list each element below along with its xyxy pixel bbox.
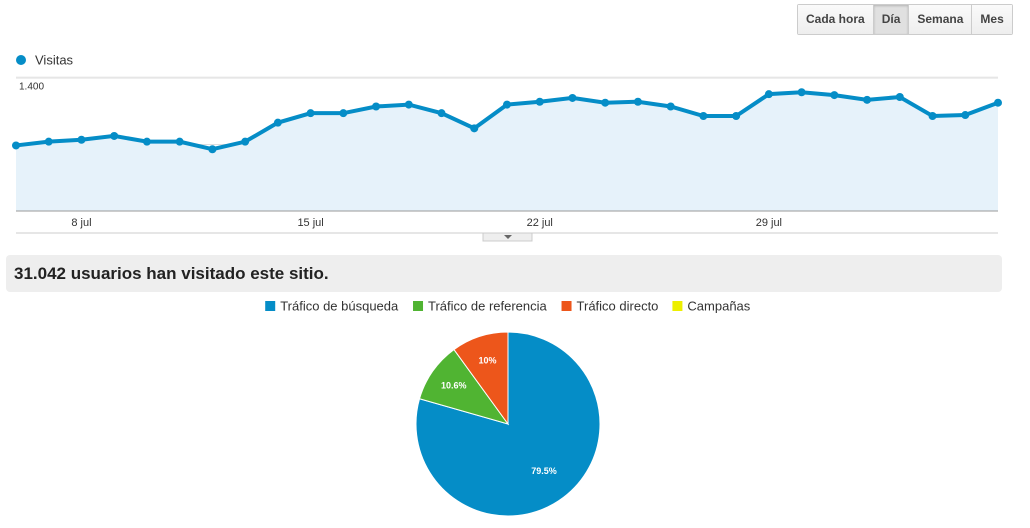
point [339,109,348,118]
x-tick-label: 8 jul [71,217,91,229]
point [666,102,675,111]
point [961,111,970,120]
range-buttons: Cada hora Día Semana Mes [797,4,1013,35]
range-button[interactable]: Día [872,5,909,34]
point [732,112,741,120]
point [208,145,217,154]
x-tick-label: 29 jul [756,217,782,229]
point [77,135,86,144]
point [44,137,53,146]
legend-label: Tráfico de referencia [428,298,548,313]
legend-label: Campañas [687,298,750,313]
legend-item: Tráfico directo [561,298,659,313]
area [16,92,998,211]
point [830,91,839,100]
point [797,88,806,97]
legend-marker [16,55,26,65]
point [601,98,610,107]
point [142,137,151,146]
slice-label: 10.6% [441,380,467,390]
slice-label: 10% [479,355,497,365]
legend-swatch [561,301,572,311]
point [895,93,904,101]
range-button[interactable]: Cada hora [798,5,873,34]
point [568,93,577,102]
range-button[interactable]: Mes [971,5,1012,34]
legend-item: Tráfico de referencia [413,298,548,313]
point [503,100,511,109]
point [175,137,184,146]
point [437,109,446,118]
point [633,97,642,106]
legend-label: Tráfico de búsqueda [280,298,399,313]
toggle-arrow [504,235,512,239]
point [241,137,250,146]
pie-chart: Tráfico de búsqueda Tráfico de referencia… [265,298,751,517]
headline: 31.042 usuarios han visitado este sitio. [6,255,1002,292]
x-tick-label: 15 jul [297,217,323,229]
point [699,112,708,120]
point [12,141,20,150]
point [306,109,315,118]
point [764,90,773,99]
slice-label: 79.5% [531,466,557,476]
point [470,124,479,133]
legend-swatch [672,301,683,311]
legend-swatch [413,301,424,311]
point [535,97,544,106]
point [928,112,937,120]
point [404,100,413,109]
point [273,118,282,127]
point [994,98,1002,107]
point [110,131,119,140]
legend-swatch [265,301,276,311]
pie-slice [453,331,509,426]
legend-label: Tráfico directo [577,298,659,313]
point [863,95,872,104]
legend-item: Campañas [672,298,751,313]
legend-label: Visitas [35,52,74,67]
legend-item: Tráfico de búsqueda [265,298,399,313]
x-tick-label: 22 jul [527,217,553,229]
point [372,102,381,111]
range-button[interactable]: Semana [908,5,972,34]
pie-slice [415,331,601,517]
y-tick-label: 1.400 [19,82,44,93]
